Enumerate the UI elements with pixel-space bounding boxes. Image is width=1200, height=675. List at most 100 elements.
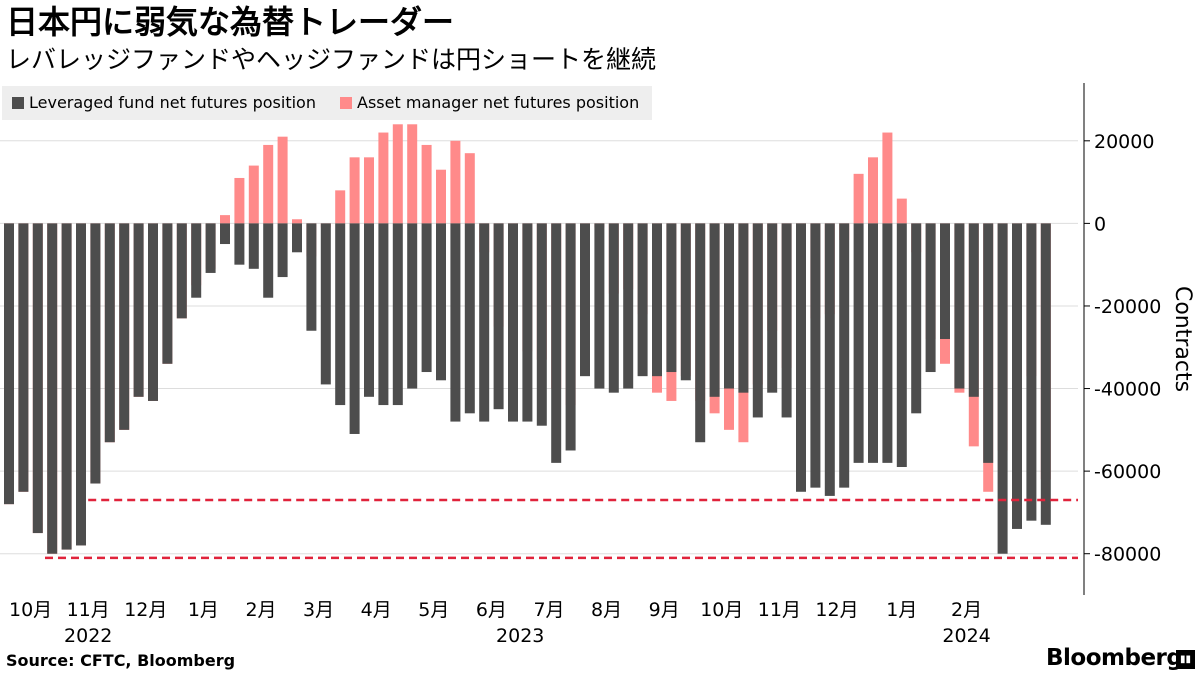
leveraged-fund-bar (234, 223, 245, 265)
leveraged-fund-bar (1012, 223, 1022, 529)
asset-manager-bar (378, 132, 389, 224)
y-tick-label: -40000 (1094, 379, 1161, 401)
leveraged-fund-bar (4, 223, 14, 505)
leveraged-fund-bar (997, 223, 1008, 554)
x-month-label: 2月 (951, 599, 982, 621)
bloomberg-logo: Bloomberg (1046, 645, 1183, 671)
leveraged-fund-bar (724, 223, 734, 389)
leveraged-fund-bar (925, 223, 936, 373)
leveraged-fund-bar (479, 223, 490, 422)
leveraged-fund-bar (133, 223, 144, 397)
leveraged-fund-bar (853, 223, 864, 463)
leveraged-fund-bar (940, 223, 950, 339)
asset-manager-bar (248, 165, 259, 224)
asset-manager-bar (421, 144, 432, 224)
leveraged-fund-bar (364, 223, 374, 397)
leveraged-fund-bar (407, 223, 418, 389)
asset-manager-bar (882, 132, 893, 224)
leveraged-fund-bar (709, 223, 720, 397)
asset-manager-bar (364, 157, 374, 224)
leveraged-fund-bar (954, 223, 965, 389)
leveraged-fund-bar (378, 223, 389, 406)
leveraged-fund-bar (666, 223, 677, 373)
leveraged-fund-bar (263, 223, 274, 298)
asset-manager-bar (335, 190, 346, 224)
leveraged-fund-bar (292, 223, 302, 253)
asset-manager-bar (220, 215, 230, 224)
leveraged-fund-bar (911, 223, 922, 414)
asset-manager-bar (277, 136, 288, 224)
leveraged-fund-bar (594, 223, 605, 389)
asset-manager-bar (263, 144, 274, 224)
asset-manager-bar (868, 157, 878, 224)
leveraged-fund-bar (810, 223, 821, 488)
leveraged-fund-bar (277, 223, 288, 278)
leveraged-fund-bar (61, 223, 72, 550)
y-axis: 20000 0 -20000 -40000 -60000 -80000 Contracts (1083, 83, 1195, 595)
y-tick-label: 0 (1094, 213, 1106, 235)
leveraged-fund-bar (968, 223, 979, 397)
leveraged-fund-bar (18, 223, 29, 492)
leveraged-fund-bar (767, 223, 778, 393)
x-month-label: 6月 (476, 599, 507, 621)
leveraged-fund-bar (493, 223, 504, 410)
x-month-label: 5月 (418, 599, 449, 621)
leveraged-fund-bar (652, 223, 662, 377)
x-month-label: 7月 (533, 599, 564, 621)
asset-manager-bar (292, 219, 302, 224)
bloomberg-chart-icon: ▮▮ (1176, 650, 1195, 669)
x-month-label: 8月 (591, 599, 622, 621)
leveraged-fund-bar (752, 223, 763, 418)
leveraged-fund-bar (162, 223, 173, 364)
leveraged-fund-bar (191, 223, 202, 298)
leveraged-fund-bar (882, 223, 893, 463)
leveraged-fund-bar (421, 223, 432, 373)
leveraged-fund-bar (796, 223, 806, 492)
leveraged-fund-bar (623, 223, 634, 389)
x-month-label: 10月 (9, 599, 52, 621)
leveraged-fund-bar (349, 223, 360, 434)
leveraged-fund-bar (104, 223, 115, 443)
leveraged-fund-bar (90, 223, 101, 484)
leveraged-fund-bar (983, 223, 994, 463)
leveraged-fund-bar (320, 223, 331, 385)
x-month-label: 12月 (124, 599, 167, 621)
leveraged-fund-bar (608, 223, 619, 393)
leveraged-fund-bars (4, 223, 1051, 554)
source-note: Source: CFTC, Bloomberg (6, 651, 236, 670)
asset-manager-bar (464, 153, 475, 224)
chart-subtitle: レバレッジファンドやヘッジファンドは円ショートを継続 (6, 45, 657, 74)
x-month-label: 11月 (67, 599, 110, 621)
asset-manager-bar (436, 169, 446, 224)
legend-swatch-asset-manager (340, 97, 352, 109)
x-year-label: 2024 (942, 625, 990, 647)
leveraged-fund-bar (738, 223, 749, 393)
leveraged-fund-bar (450, 223, 461, 422)
leveraged-fund-bar (824, 223, 835, 496)
leveraged-fund-bar (392, 223, 403, 406)
leveraged-fund-bar (565, 223, 576, 451)
asset-manager-bar (349, 157, 360, 224)
leveraged-fund-bar (1040, 223, 1051, 525)
x-axis-labels: 10月 11月 12月 1月 2月 3月 4月 5月 6月 7月 8月 9月 10月 11月 12月 1月 2月… (9, 599, 991, 647)
x-month-label: 10月 (700, 599, 743, 621)
leveraged-fund-bar (436, 223, 446, 381)
leveraged-fund-bar (220, 223, 230, 245)
x-month-label: 4月 (361, 599, 392, 621)
x-month-label: 11月 (758, 599, 801, 621)
leveraged-fund-bar (119, 223, 130, 430)
x-month-label: 1月 (886, 599, 917, 621)
legend-label-leveraged: Leveraged fund net futures position (29, 93, 316, 112)
leveraged-fund-bar (536, 223, 547, 426)
legend: Leveraged fund net futures position Asse… (2, 86, 652, 120)
leveraged-fund-bar (176, 223, 187, 319)
legend-swatch-leveraged (12, 97, 24, 109)
x-month-label: 12月 (815, 599, 858, 621)
leveraged-fund-bar (76, 223, 86, 546)
legend-label-asset-manager: Asset manager net futures position (357, 93, 640, 112)
chart-title: 日本円に弱気な為替トレーダー (6, 3, 455, 41)
asset-manager-bar (896, 198, 907, 224)
leveraged-fund-bar (551, 223, 562, 463)
